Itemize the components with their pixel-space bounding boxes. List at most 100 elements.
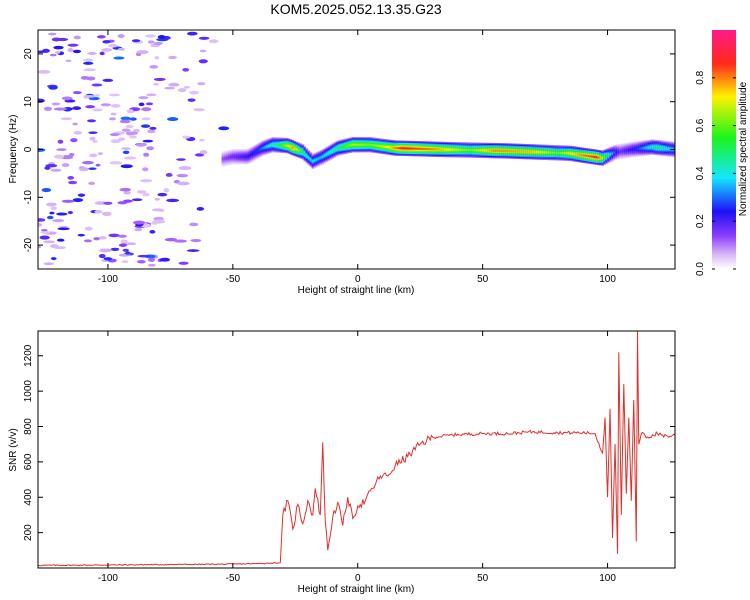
noise-blob <box>157 35 166 39</box>
signal-band-cell <box>481 149 485 152</box>
signal-band-cell <box>277 144 281 147</box>
signal-band-cell <box>267 144 271 148</box>
noise-blob <box>110 112 117 116</box>
signal-band-cell <box>419 147 423 150</box>
signal-band-cell <box>349 144 353 147</box>
signal-band-cell <box>413 147 417 150</box>
signal-band-cell <box>303 152 307 155</box>
signal-band-cell <box>579 153 582 156</box>
noise-blob <box>176 158 186 161</box>
noise-blob <box>109 133 120 137</box>
signal-band-cell <box>473 149 477 152</box>
signal-band-cell <box>245 155 249 158</box>
noise-blob <box>77 233 85 237</box>
noise-blob <box>73 130 82 135</box>
signal-band-cell <box>647 146 650 149</box>
noise-blob <box>56 148 67 151</box>
noise-blob <box>108 93 121 97</box>
colorbar-label: Normalized spectral amplitude <box>738 81 749 216</box>
spectrogram-y-tick-label: 0 <box>23 146 34 152</box>
noise-blob <box>95 163 101 167</box>
noise-blob <box>182 135 191 139</box>
signal-band-cell <box>311 160 315 163</box>
signal-band-cell <box>297 149 301 152</box>
signal-band-cell <box>371 143 375 147</box>
noise-blob <box>137 260 146 264</box>
signal-band-cell <box>247 155 251 158</box>
noise-blob <box>147 263 156 267</box>
signal-band-cell <box>265 145 269 148</box>
signal-band-cell <box>605 155 608 158</box>
colorbar-tick-label: 0.8 <box>695 70 706 84</box>
noise-blob <box>50 257 57 261</box>
signal-band-cell <box>429 147 433 151</box>
noise-blob <box>140 179 153 183</box>
noise-blob <box>117 33 125 39</box>
signal-band-cell <box>355 143 359 146</box>
noise-blob <box>53 246 66 250</box>
noise-blob <box>146 146 154 151</box>
signal-band-cell <box>525 150 529 153</box>
signal-band-cell <box>275 143 279 147</box>
noise-blob <box>199 150 208 155</box>
noise-blob <box>43 106 53 111</box>
noise-blob <box>157 192 168 197</box>
colorbar-tick-label: 0.4 <box>695 166 706 180</box>
signal-band-cell <box>665 147 668 150</box>
signal-band-cell <box>495 149 499 152</box>
noise-blob <box>168 82 180 87</box>
noise-blob <box>56 238 65 242</box>
noise-blob <box>110 103 121 108</box>
noise-blob <box>83 58 93 62</box>
noise-blob <box>72 198 84 203</box>
signal-band-cell <box>623 149 626 152</box>
signal-band-cell <box>567 152 570 155</box>
signal-band-cell <box>535 150 539 154</box>
noise-blob <box>144 34 156 38</box>
noise-blob <box>122 248 129 252</box>
signal-band-cell <box>603 156 606 159</box>
noise-blob <box>123 156 137 160</box>
signal-band-cell <box>257 149 261 152</box>
signal-band-cell <box>549 151 552 154</box>
noise-blob <box>43 240 56 244</box>
noise-blob <box>67 47 74 52</box>
noise-blob <box>134 227 143 232</box>
noise-blob <box>102 78 114 82</box>
signal-band-cell <box>391 146 395 149</box>
signal-band-cell <box>395 147 399 150</box>
noise-blob <box>135 142 147 147</box>
noise-blob <box>72 122 79 126</box>
signal-band-cell <box>397 147 401 150</box>
noise-blob <box>120 164 133 169</box>
signal-band-cell <box>373 144 377 147</box>
signal-band-cell <box>543 151 547 154</box>
signal-band-cell <box>663 147 666 150</box>
snr-frame <box>37 330 676 569</box>
noise-blob <box>61 96 73 101</box>
snr-x-tick-label: 0 <box>355 573 361 584</box>
signal-band-cell <box>291 146 295 149</box>
noise-blob <box>88 131 98 134</box>
noise-blob <box>197 82 206 86</box>
snr-x-tick-label: 50 <box>477 573 489 584</box>
signal-band-cell <box>487 149 491 152</box>
signal-band-cell <box>283 144 287 147</box>
noise-blob <box>38 148 46 152</box>
signal-band-cell <box>533 150 537 154</box>
noise-blob <box>137 254 150 258</box>
spectrogram-x-tick-label: 0 <box>355 274 361 285</box>
signal-band-cell <box>427 147 431 151</box>
signal-band-cell <box>651 146 654 149</box>
signal-band-cell <box>537 151 541 154</box>
signal-band-cell <box>375 144 379 147</box>
noise-blob <box>174 239 187 243</box>
signal-band-cell <box>383 145 387 148</box>
signal-band-cell <box>249 153 253 157</box>
signal-band-cell <box>489 149 493 152</box>
noise-blob <box>199 49 207 53</box>
spectrogram-x-tick-label: -50 <box>226 274 241 285</box>
signal-band-cell <box>587 154 590 158</box>
signal-band-cell <box>359 143 363 146</box>
noise-blob <box>110 139 121 144</box>
